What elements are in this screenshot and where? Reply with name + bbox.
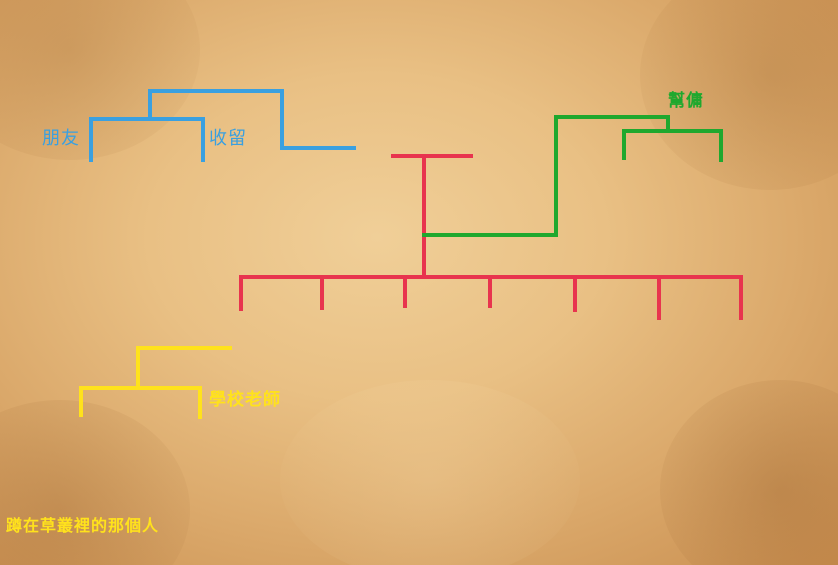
red-group (239, 154, 743, 320)
label-friend: 朋友 (42, 128, 80, 149)
label-school-teacher: 學校老師 (209, 390, 281, 410)
label-person-in-bushes: 蹲在草叢裡的那個人 (6, 516, 160, 535)
label-shelter: 收留 (209, 128, 247, 149)
yellow-group (79, 346, 232, 419)
green-group (422, 115, 723, 237)
label-helper: 幫傭 (668, 91, 704, 111)
blue-group (89, 89, 356, 162)
